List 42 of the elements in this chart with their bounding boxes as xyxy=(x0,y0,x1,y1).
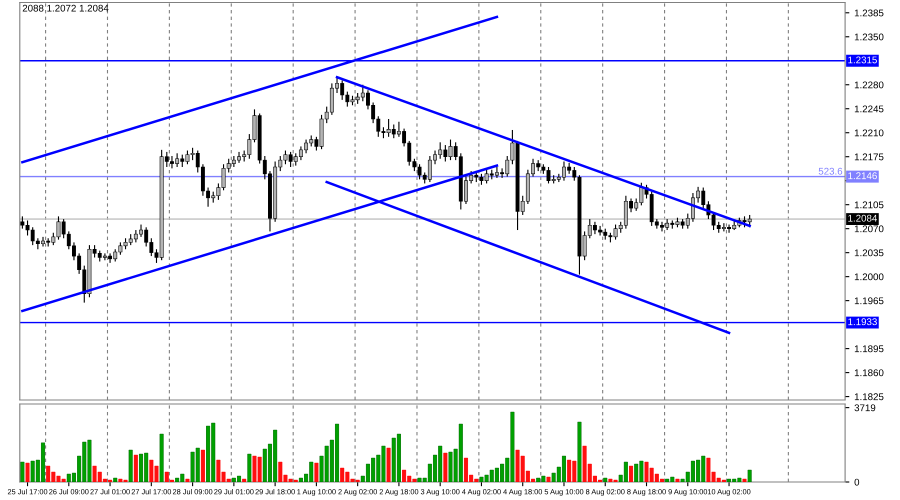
y-tick-label: 1.1895 xyxy=(854,345,884,352)
ref-line-label: 1.2146 xyxy=(848,172,877,180)
bar xyxy=(26,462,30,482)
bar xyxy=(546,476,551,482)
ref-line-label: 1.2084 xyxy=(848,214,878,222)
annotation: 2088 1.2072 1.2084 xyxy=(22,4,108,12)
bar xyxy=(242,478,246,482)
y-tick-label: 0 xyxy=(854,478,860,486)
bar xyxy=(314,462,318,482)
bar xyxy=(200,450,205,482)
y-tick-label: 1.1965 xyxy=(854,297,884,304)
bar xyxy=(20,462,24,482)
ref-line-label: 1.2315 xyxy=(848,56,877,64)
bar xyxy=(577,422,582,482)
bar xyxy=(603,478,608,482)
y-tick-label: 1.1860 xyxy=(854,369,884,376)
y-tick-label: 1.2000 xyxy=(854,273,884,280)
bar xyxy=(247,454,252,482)
bar xyxy=(386,448,391,482)
y-tick-label: 1.2175 xyxy=(854,153,884,160)
y-tick-label: 1.2280 xyxy=(854,81,884,88)
y-tick-label: 1.2210 xyxy=(854,129,884,136)
y-tick-label: 1.2385 xyxy=(854,10,884,16)
y-tick-label: 1.2245 xyxy=(854,105,884,112)
y-tick-label: 3719 xyxy=(854,404,876,412)
y-tick-label: 1.2070 xyxy=(854,225,884,232)
bar xyxy=(128,450,133,482)
annotation: 523.6 xyxy=(818,168,842,175)
y-tick-label: 1.2035 xyxy=(854,249,884,256)
bar xyxy=(675,478,680,482)
bar xyxy=(134,454,138,482)
bar xyxy=(113,478,118,482)
bar xyxy=(185,478,190,482)
bar xyxy=(748,470,752,482)
bar xyxy=(629,466,634,482)
bar xyxy=(742,478,747,482)
ref-line-label: 1.1933 xyxy=(848,318,877,326)
y-tick-label: 1.2105 xyxy=(854,201,884,208)
y-tick-label: 1.1825 xyxy=(854,393,884,400)
y-tick-label: 1.2350 xyxy=(854,34,884,40)
bar xyxy=(443,452,448,482)
bar xyxy=(160,434,164,482)
